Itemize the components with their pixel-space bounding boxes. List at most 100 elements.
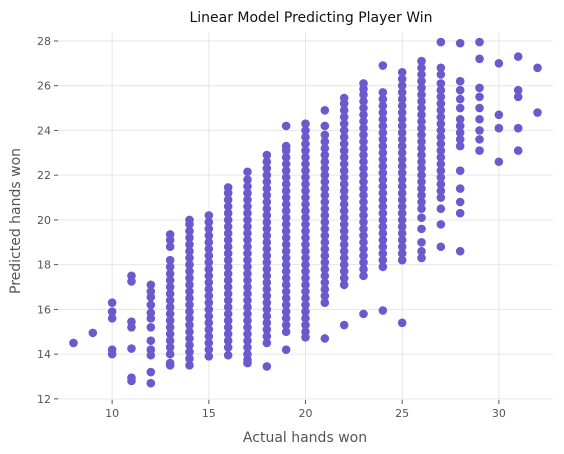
data-point	[262, 264, 272, 274]
data-point	[378, 249, 388, 258]
data-point	[397, 168, 407, 178]
data-point	[436, 204, 446, 214]
data-point	[378, 94, 388, 104]
data-point	[223, 329, 233, 339]
data-point	[243, 316, 252, 325]
data-point	[281, 213, 291, 222]
data-point	[301, 287, 310, 296]
data-point	[475, 54, 484, 64]
data-point	[223, 309, 233, 319]
data-point	[262, 204, 272, 214]
data-point	[417, 123, 426, 133]
data-point	[281, 307, 291, 316]
data-point	[243, 296, 252, 305]
data-point	[204, 258, 214, 267]
data-point	[185, 334, 194, 343]
data-point	[185, 293, 194, 303]
data-point	[417, 150, 426, 160]
data-point	[455, 85, 465, 95]
data-point	[165, 309, 175, 319]
data-point	[475, 37, 484, 47]
data-point	[359, 117, 368, 126]
data-point	[165, 282, 175, 292]
data-point	[339, 240, 349, 249]
data-point	[320, 137, 330, 146]
data-point	[262, 251, 272, 261]
data-point	[262, 298, 272, 307]
data-point	[204, 264, 214, 274]
data-point	[204, 305, 214, 314]
data-point	[146, 287, 156, 296]
data-point	[339, 159, 349, 169]
x-axis-label: Actual hands won	[243, 430, 367, 446]
data-point	[204, 217, 214, 227]
data-point	[262, 177, 272, 187]
data-point	[339, 246, 349, 256]
data-point	[359, 251, 368, 261]
data-point	[243, 276, 252, 285]
data-point	[378, 141, 388, 151]
data-point	[339, 139, 349, 149]
data-point	[243, 255, 252, 265]
data-point	[204, 338, 214, 348]
data-point	[397, 222, 407, 231]
data-point	[301, 293, 310, 303]
data-point	[378, 222, 388, 231]
data-point	[397, 88, 407, 97]
data-point	[223, 255, 233, 265]
data-point	[359, 170, 368, 180]
chart-title: Linear Model Predicting Player Win	[189, 10, 432, 26]
data-point	[320, 237, 330, 247]
x-tick-label: 15	[202, 407, 216, 420]
data-point	[359, 258, 368, 267]
data-point	[417, 177, 426, 187]
data-point	[397, 101, 407, 111]
data-point	[455, 103, 465, 113]
data-point	[243, 269, 252, 278]
data-point	[513, 92, 523, 102]
data-point	[417, 246, 426, 256]
data-point	[281, 159, 291, 169]
data-point	[378, 242, 388, 252]
data-point	[243, 309, 252, 319]
data-point	[281, 345, 291, 354]
data-point	[378, 161, 388, 171]
data-point	[281, 293, 291, 303]
data-point	[320, 177, 330, 187]
data-point	[262, 331, 272, 341]
data-point	[397, 215, 407, 225]
data-point	[127, 344, 136, 353]
axis-ticks: 10 15 20 25 30 12 14 16 18 20 22 24 26 28	[37, 35, 506, 420]
data-point	[359, 244, 368, 254]
y-tick-label: 12	[37, 393, 51, 406]
data-point	[165, 262, 175, 272]
data-point	[320, 284, 330, 294]
data-point	[165, 276, 175, 285]
data-point	[223, 208, 233, 218]
data-point	[378, 262, 388, 272]
data-point	[146, 336, 156, 346]
data-point	[301, 327, 310, 337]
data-point	[455, 184, 465, 193]
data-point	[301, 300, 310, 310]
y-tick-label: 16	[37, 303, 51, 316]
data-point	[320, 244, 330, 254]
data-point	[243, 167, 252, 177]
data-point	[165, 242, 175, 252]
grid-lines	[58, 32, 553, 400]
data-point	[339, 179, 349, 189]
data-point	[397, 108, 407, 117]
data-point	[513, 52, 523, 61]
data-point	[417, 90, 426, 99]
data-point	[455, 197, 465, 207]
data-point	[339, 233, 349, 243]
data-point	[262, 170, 272, 180]
data-point	[301, 253, 310, 263]
data-point	[359, 79, 368, 88]
data-point	[301, 159, 310, 169]
data-point	[281, 260, 291, 269]
data-point	[301, 273, 310, 283]
data-point	[320, 258, 330, 267]
data-point	[417, 144, 426, 153]
